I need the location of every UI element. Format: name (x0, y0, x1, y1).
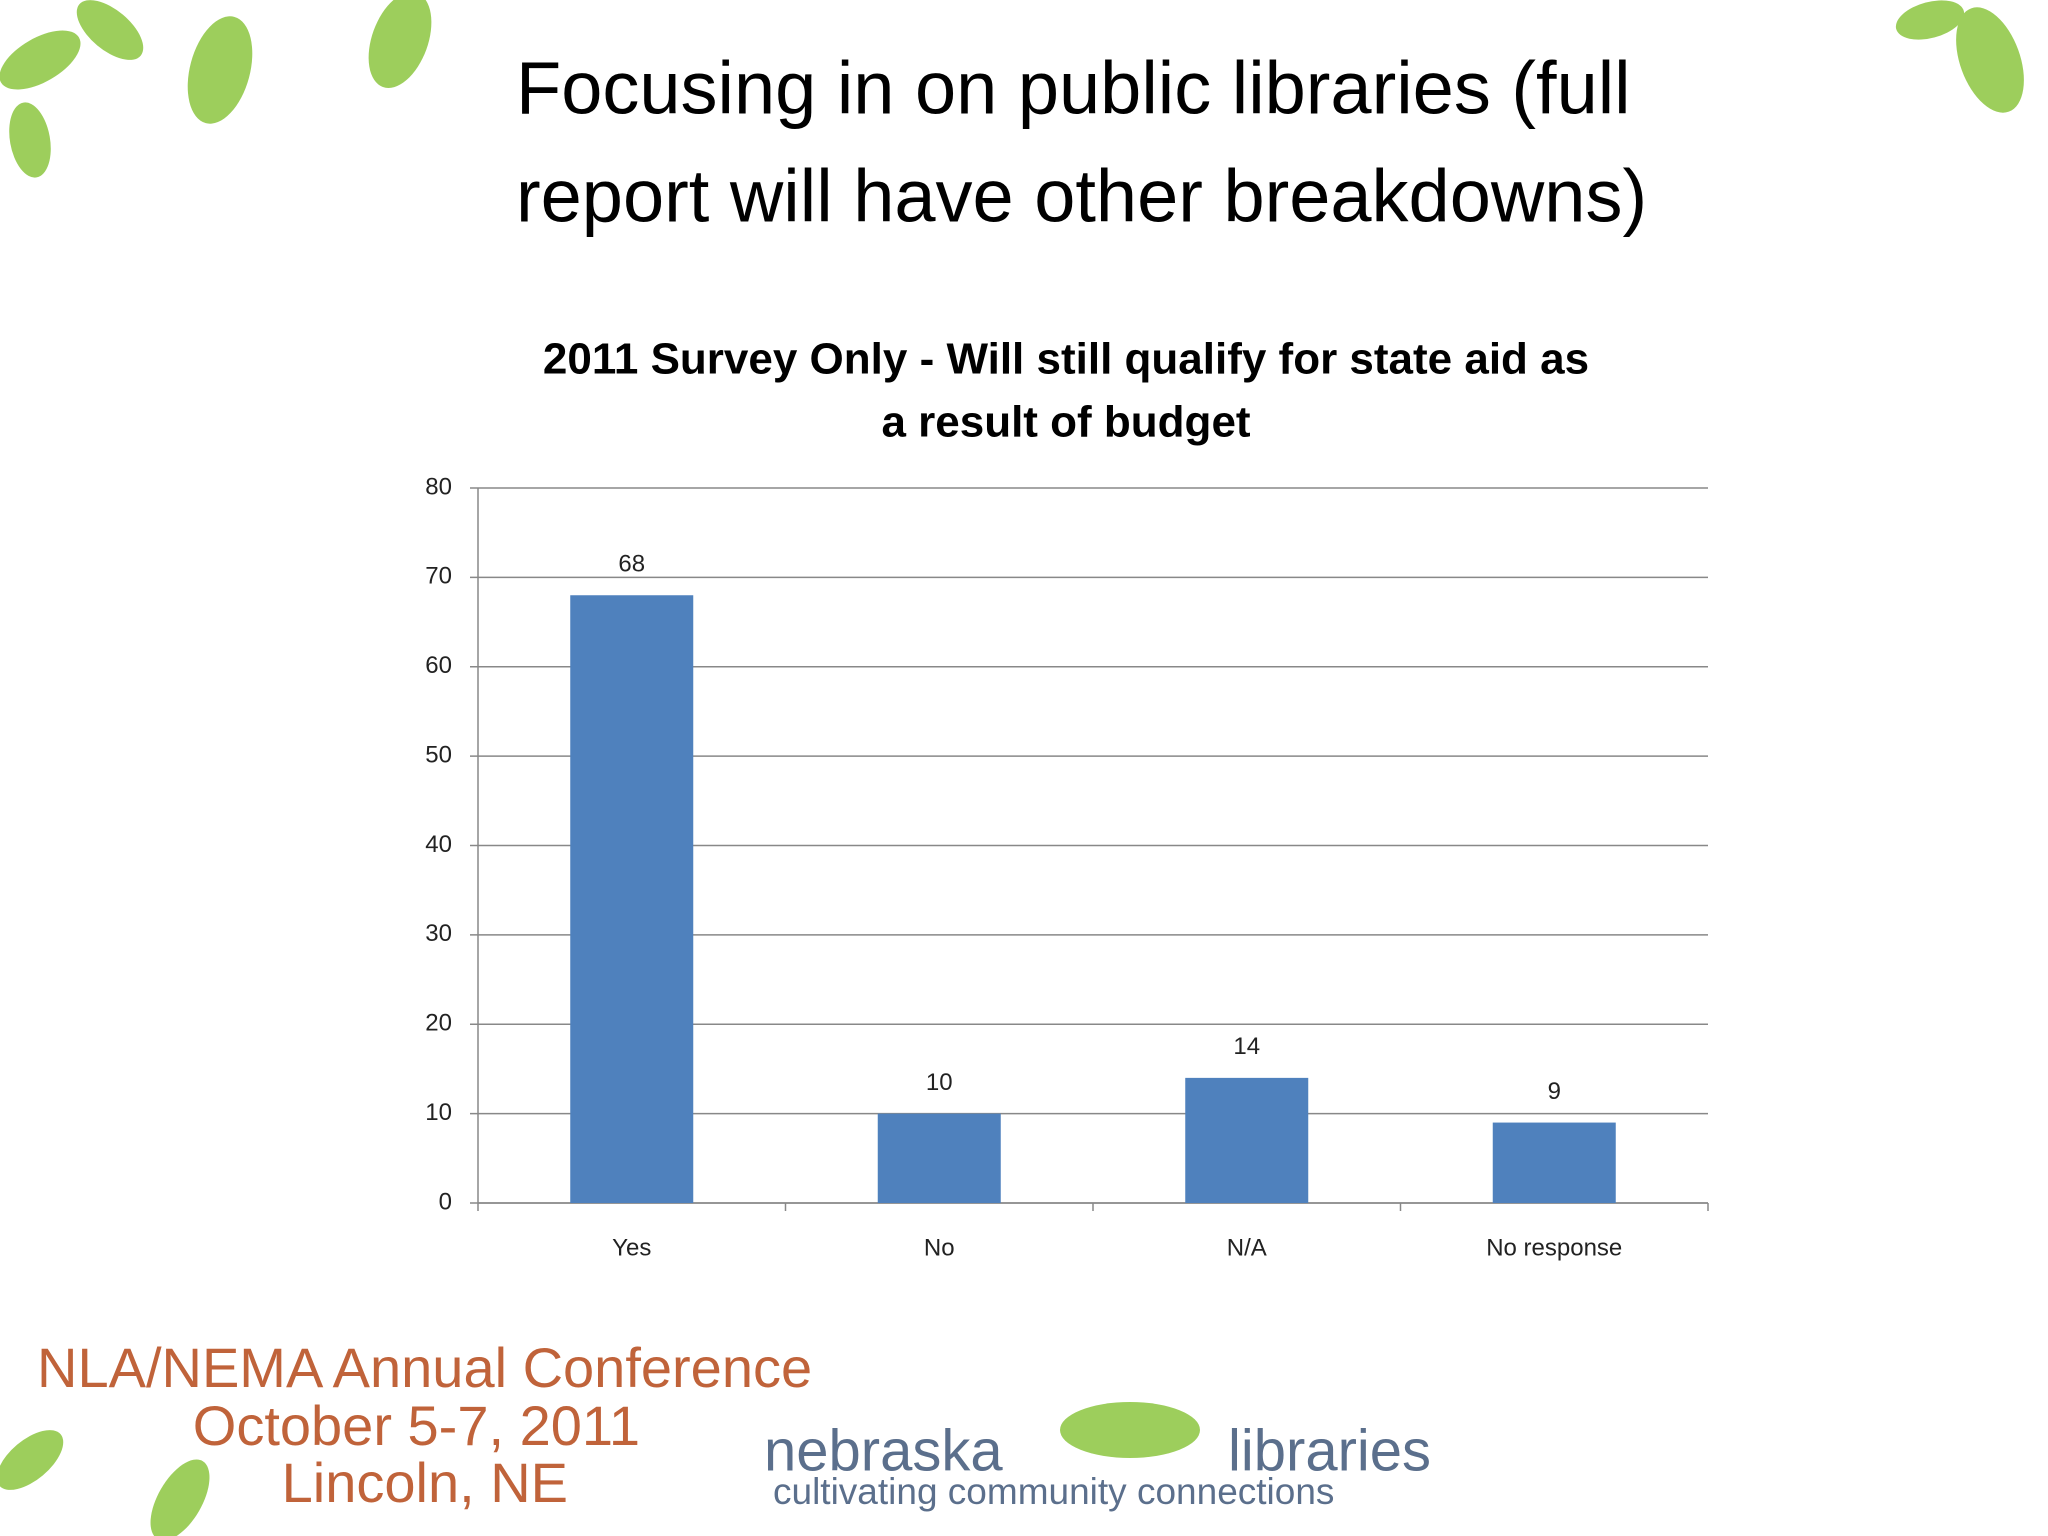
x-tick-label: No (924, 1234, 955, 1261)
bar (1185, 1077, 1309, 1203)
logo-right: libraries (1228, 1418, 1431, 1483)
conference-info: NLA/NEMA Annual Conference October 5-7, … (37, 1336, 812, 1514)
chart: 0 10 20 30 40 50 60 70 80 Yes 68 No 10 N/A 14 No respon… (425, 473, 1709, 1261)
y-tick-label: 30 (425, 920, 452, 947)
data-label: 9 (1548, 1078, 1561, 1105)
conference-dates: October 5-7, 2011 (193, 1394, 640, 1457)
logo-left: nebraska (764, 1418, 1003, 1483)
logo: nebraska libraries cultivating community… (764, 1418, 1431, 1511)
slide-title: Focusing in on public libraries (full re… (516, 47, 1647, 238)
slide-title-line: Focusing in on public libraries (full (516, 47, 1631, 130)
bar (1492, 1122, 1616, 1203)
bar (570, 595, 694, 1203)
chart-title: 2011 Survey Only - Will still qualify fo… (543, 335, 1589, 447)
y-tick-label: 60 (425, 652, 452, 679)
y-tick-label: 20 (425, 1010, 452, 1037)
data-label: 14 (1233, 1033, 1260, 1060)
conference-location: Lincoln, NE (282, 1451, 568, 1514)
conference-name: NLA/NEMA Annual Conference (37, 1336, 812, 1399)
chart-title-line: 2011 Survey Only - Will still qualify fo… (543, 335, 1589, 384)
data-label: 10 (926, 1069, 953, 1096)
y-tick-label: 50 (425, 741, 452, 768)
logo-tagline: cultivating community connections (773, 1471, 1334, 1512)
y-tick-label: 10 (425, 1099, 452, 1126)
x-tick-label: Yes (612, 1234, 651, 1261)
y-tick-label: 80 (425, 473, 452, 500)
y-tick-label: 0 (439, 1188, 452, 1215)
y-tick-label: 40 (425, 831, 452, 858)
chart-title-line: a result of budget (881, 398, 1250, 447)
data-label: 68 (618, 551, 645, 578)
x-tick-label: N/A (1227, 1234, 1267, 1261)
bar (877, 1113, 1001, 1203)
y-tick-label: 70 (425, 563, 452, 590)
x-tick-label: No response (1486, 1234, 1622, 1261)
slide-title-line: report will have other breakdowns) (516, 155, 1647, 238)
